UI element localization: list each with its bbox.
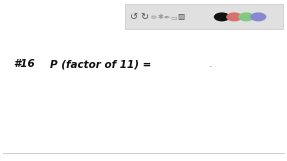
Circle shape: [238, 12, 254, 21]
Text: ↺: ↺: [130, 12, 138, 22]
Text: ▭: ▭: [170, 14, 177, 20]
Text: .: .: [209, 59, 213, 69]
Circle shape: [250, 12, 266, 21]
Text: ▨: ▨: [178, 12, 185, 21]
Text: ✏: ✏: [150, 12, 157, 21]
Text: ✱: ✱: [157, 14, 163, 20]
Circle shape: [226, 12, 242, 21]
Text: ✒: ✒: [163, 12, 170, 21]
Circle shape: [214, 12, 230, 21]
Text: P (factor of 11) =: P (factor of 11) =: [50, 59, 152, 69]
Bar: [125, 4, 283, 29]
Text: ↻: ↻: [140, 12, 148, 22]
Text: #16: #16: [13, 59, 35, 69]
